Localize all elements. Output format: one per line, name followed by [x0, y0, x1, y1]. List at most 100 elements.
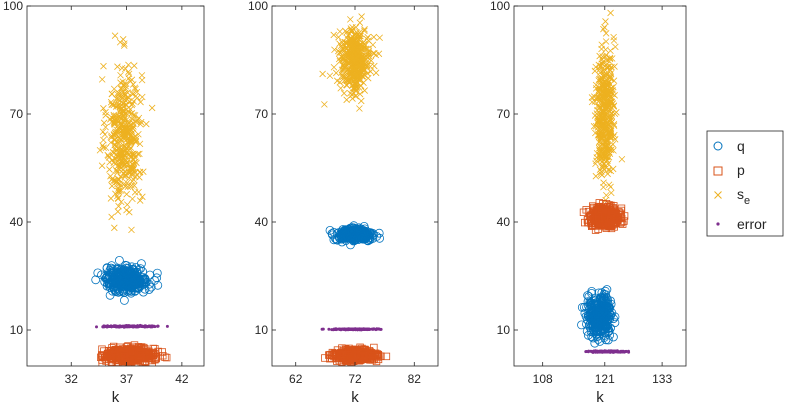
point-p — [345, 354, 353, 363]
point-s_e — [335, 33, 342, 41]
point-s_e — [331, 46, 338, 54]
point-s_e — [100, 105, 107, 112]
point-s_e — [343, 82, 351, 89]
point-s_e — [603, 138, 611, 146]
point-error — [127, 324, 131, 328]
y-tick-label: 10 — [497, 323, 511, 337]
point-s_e — [365, 50, 372, 58]
point-error — [361, 328, 365, 331]
point-error — [112, 324, 116, 328]
point-s_e — [592, 172, 600, 180]
panel-3: 10 40 70 100 108 121 133 k — [490, 0, 687, 406]
y-tick-label: 70 — [497, 107, 511, 121]
point-s_e — [130, 120, 137, 127]
y-tick-label: 70 — [10, 107, 24, 121]
point-q — [584, 301, 593, 311]
point-p — [377, 352, 385, 360]
point-q — [140, 273, 150, 283]
point-q — [340, 225, 350, 235]
point-s_e — [106, 166, 113, 173]
point-q — [327, 230, 337, 240]
point-s_e — [121, 143, 128, 151]
point-error — [348, 327, 352, 331]
point-s_e — [362, 41, 369, 49]
point-s_e — [100, 62, 107, 70]
point-s_e — [596, 124, 604, 131]
point-s_e — [598, 82, 605, 90]
point-s_e — [123, 135, 131, 143]
point-s_e — [138, 93, 146, 101]
point-s_e — [376, 34, 383, 42]
point-s_e — [112, 155, 119, 163]
point-s_e — [346, 70, 353, 78]
point-q — [603, 324, 613, 334]
point-s_e — [107, 139, 115, 146]
point-error — [379, 327, 383, 331]
point-p — [332, 350, 341, 358]
point-q — [346, 240, 355, 250]
point-s_e — [356, 64, 364, 71]
point-error — [327, 327, 331, 331]
point-s_e — [98, 76, 106, 83]
point-p — [584, 207, 593, 216]
point-s_e — [350, 73, 358, 81]
y-tick-label: 70 — [255, 107, 269, 121]
point-q — [577, 302, 587, 312]
point-s_e — [357, 76, 365, 83]
point-s_e — [603, 126, 610, 134]
point-s_e — [129, 166, 137, 173]
point-q — [100, 277, 110, 287]
point-s_e — [356, 105, 363, 112]
point-p — [350, 352, 358, 360]
point-s_e — [114, 162, 122, 170]
point-s_e — [341, 77, 348, 84]
point-s_e — [116, 187, 123, 194]
point-q — [604, 326, 614, 336]
point-s_e — [600, 25, 607, 33]
point-s_e — [607, 133, 615, 141]
point-s_e — [602, 61, 610, 69]
point-s_e — [592, 129, 599, 137]
point-s_e — [594, 124, 602, 131]
point-s_e — [606, 98, 614, 106]
point-s_e — [121, 162, 128, 169]
point-q — [118, 280, 127, 290]
point-s_e — [597, 63, 604, 70]
point-s_e — [608, 55, 616, 62]
point-p — [139, 343, 148, 352]
point-s_e — [353, 53, 361, 61]
point-s_e — [359, 55, 366, 63]
point-s_e — [337, 84, 345, 92]
point-s_e — [131, 189, 139, 196]
point-s_e — [336, 28, 344, 35]
point-s_e — [135, 130, 142, 138]
point-s_e — [114, 63, 121, 70]
point-s_e — [137, 120, 144, 128]
point-p — [98, 345, 106, 353]
point-s_e — [128, 137, 135, 145]
point-s_e — [606, 54, 614, 62]
y-ticks: 10 40 70 100 — [490, 0, 686, 337]
point-s_e — [598, 45, 605, 53]
series-s_e — [588, 9, 626, 217]
point-p — [594, 209, 603, 217]
point-s_e — [128, 160, 136, 168]
point-s_e — [326, 72, 334, 80]
point-s_e — [321, 101, 328, 108]
series-p — [321, 343, 391, 366]
point-s_e — [126, 98, 133, 105]
point-s_e — [357, 97, 365, 105]
point-q — [585, 304, 594, 314]
point-s_e — [111, 224, 118, 232]
point-s_e — [343, 48, 350, 56]
point-s_e — [361, 27, 368, 35]
point-error — [165, 324, 169, 328]
point-s_e — [600, 105, 608, 112]
y-ticks: 10 40 70 100 — [248, 0, 438, 337]
point-s_e — [606, 91, 613, 98]
legend-entry-error: error — [716, 216, 767, 232]
point-s_e — [605, 181, 613, 189]
point-s_e — [107, 116, 114, 123]
point-s_e — [606, 112, 613, 120]
